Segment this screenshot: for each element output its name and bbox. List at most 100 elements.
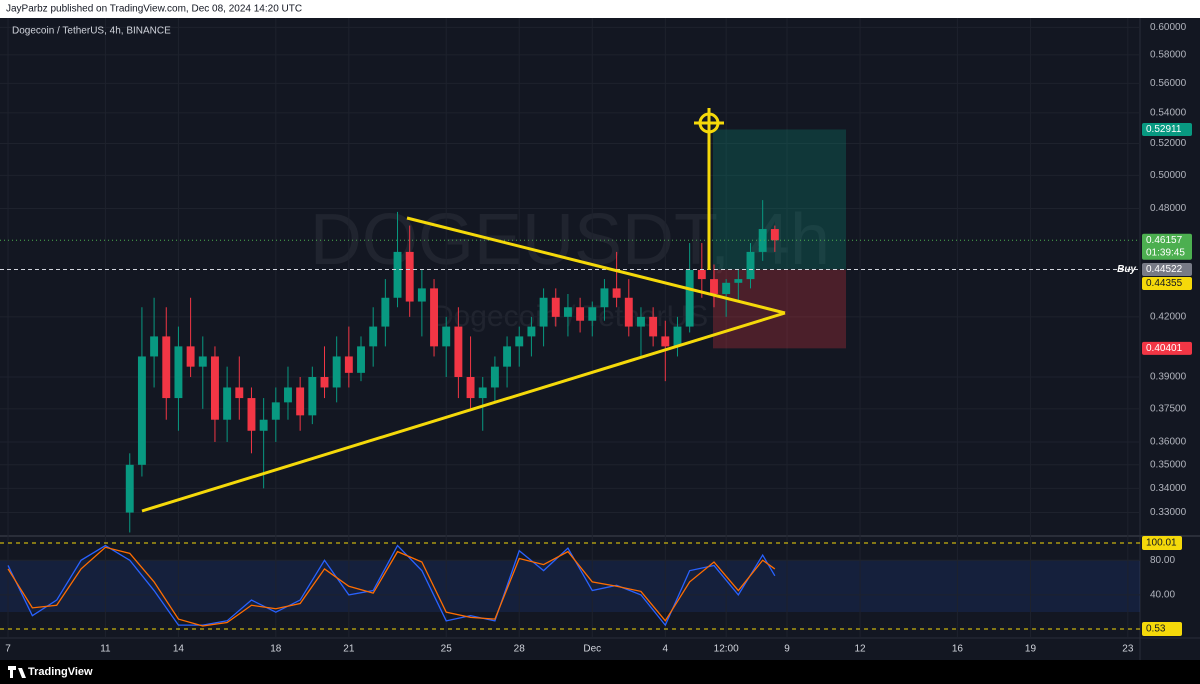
candle-body — [466, 376, 475, 399]
candle-body — [600, 288, 609, 308]
x-tick-label: 16 — [952, 644, 964, 655]
trendline-upper — [406, 216, 786, 315]
x-tick-label: 21 — [343, 644, 355, 655]
level-badge — [1142, 622, 1182, 637]
x-tick-label: 11 — [100, 644, 111, 655]
candle-body — [588, 307, 597, 321]
y-tick-label: 0.50000 — [1150, 170, 1187, 181]
trendline-lower — [141, 311, 786, 513]
candle-body — [515, 336, 524, 347]
candle-body — [576, 307, 585, 321]
price-badge — [1142, 263, 1192, 277]
price-label: 0.52911 — [1146, 124, 1182, 135]
candle-body — [162, 336, 171, 399]
candle-body — [259, 419, 268, 431]
level-label: 100.01 — [1146, 538, 1177, 549]
drawings — [141, 108, 786, 513]
candle-body — [490, 366, 499, 388]
level-badge — [1142, 535, 1182, 550]
candle-body — [746, 251, 755, 280]
y-tick-label: 0.33000 — [1150, 507, 1187, 518]
level-label: 0.53 — [1146, 624, 1166, 635]
candle-body — [223, 387, 232, 420]
profit-zone — [713, 129, 846, 270]
candle-body — [284, 387, 292, 403]
x-tick-label: Dec — [583, 644, 601, 655]
y-tick-label: 0.37500 — [1150, 403, 1187, 414]
y-tick-label: 0.42000 — [1150, 311, 1187, 322]
candle-body — [637, 316, 645, 327]
candle-body — [296, 387, 305, 416]
candle-body — [247, 398, 256, 431]
candle-body — [137, 356, 146, 465]
candle-body — [612, 288, 621, 298]
candle-body — [271, 402, 280, 420]
brand-logo — [8, 666, 26, 678]
candle-body — [722, 282, 731, 294]
x-tick-label: 14 — [173, 644, 185, 655]
x-tick-label: 12:00 — [714, 644, 739, 655]
candle-body — [198, 356, 207, 367]
price-badge — [1142, 233, 1192, 260]
candle-body — [308, 376, 317, 416]
candle-body — [174, 346, 183, 399]
candle-body — [551, 297, 560, 317]
candle-body — [649, 316, 658, 337]
x-tick-label: 9 — [784, 644, 790, 655]
loss-zone — [713, 269, 846, 349]
y-tick-label: 40.00 — [1150, 590, 1175, 601]
chart-background — [0, 18, 1200, 660]
y-tick-label: 0.39000 — [1150, 372, 1187, 383]
x-tick-label: 12 — [854, 644, 866, 655]
candle-body — [369, 326, 378, 347]
candle-body — [758, 229, 767, 252]
candle-body — [563, 307, 572, 317]
candle-body — [357, 346, 365, 373]
price-badge — [1142, 122, 1192, 136]
price-badge — [1142, 277, 1192, 291]
x-tick-label: 19 — [1025, 644, 1037, 655]
candle-body — [734, 279, 743, 283]
countdown: 01:39:45 — [1146, 247, 1185, 258]
y-tick-label: 0.36000 — [1150, 437, 1187, 448]
price-badge — [1142, 341, 1192, 355]
y-tick-label: 0.54000 — [1150, 108, 1187, 119]
candle-body — [150, 336, 159, 357]
x-tick-label: 18 — [270, 644, 282, 655]
candle-body — [393, 251, 402, 298]
candle-body — [770, 229, 779, 241]
candle-body — [661, 336, 670, 347]
candle-body — [210, 356, 219, 420]
candle-body — [381, 297, 390, 327]
candle-body — [417, 288, 426, 302]
price-label: 0.44522 — [1146, 264, 1183, 275]
y-tick-label: 0.35000 — [1150, 459, 1187, 470]
marks: 0.60000 0.58000 0.56000 0.54000 0.52000 0.500… — [0, 18, 1192, 655]
y-tick-label: 0.56000 — [1150, 78, 1187, 89]
candle-body — [673, 326, 682, 347]
candle-body — [332, 356, 341, 388]
x-tick-label: 7 — [5, 644, 11, 655]
candle-body — [710, 279, 718, 294]
candle-body — [320, 376, 329, 388]
x-tick-label: 4 — [663, 644, 669, 655]
y-tick-label: 80.00 — [1150, 555, 1175, 566]
x-tick-label: 25 — [441, 644, 453, 655]
candle-body — [442, 326, 451, 347]
y-tick-label: 0.48000 — [1150, 203, 1187, 214]
price-label: 0.40401 — [1146, 343, 1183, 354]
candle-body — [478, 387, 487, 399]
x-tick-label: 23 — [1122, 644, 1134, 655]
candle-body — [430, 288, 438, 347]
candle-body — [186, 346, 195, 367]
candle-body — [624, 297, 633, 327]
stoch-line — [7, 546, 776, 627]
y-tick-label: 0.58000 — [1150, 50, 1187, 61]
header-text: JayParbz published on TradingView.com, D… — [6, 4, 302, 15]
candle-body — [235, 387, 244, 399]
y-tick-label: 0.52000 — [1150, 138, 1187, 149]
candle-body — [527, 326, 536, 337]
header-bar — [0, 0, 1200, 18]
candle-body — [685, 269, 694, 327]
